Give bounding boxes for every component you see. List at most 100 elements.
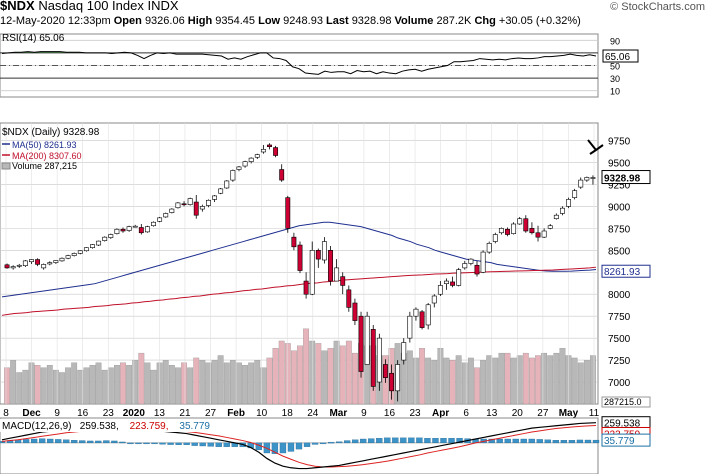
volume-bar [211,360,218,405]
low-label: Low [258,15,281,27]
candle-body [334,267,340,282]
macd-histogram-bar [159,442,166,445]
x-tick-label: 11 [589,408,600,419]
macd-histogram-bar [368,438,375,444]
macd-histogram-bar [528,438,535,444]
volume-bar [321,350,328,405]
candle-body [315,250,321,260]
candle-body [16,264,22,267]
candle-body [53,260,59,263]
volume-bar [461,362,468,405]
candle-body [444,280,449,284]
volume-bar [199,360,206,405]
candle-body [114,228,120,234]
candle-body [498,228,504,234]
price-tick-label: 9000 [608,202,631,213]
open-label: Open [113,15,142,27]
x-tick-label: 27 [537,408,549,419]
ma50-tag-value: 8261.93 [604,267,641,278]
volume-bar [175,367,181,405]
macd-histogram-bar [295,442,303,450]
exchange: INDX [147,0,179,13]
candle-body [389,372,394,392]
volume-label: Volume [394,15,434,27]
candle-body [590,177,596,179]
candle-body [535,232,541,238]
candle-body [163,213,169,218]
macd-histogram-bar [271,442,279,454]
volume-bar [406,350,413,405]
macd-legend-bg [0,419,270,432]
price-tick-label: 9750 [608,137,631,148]
candle-body [309,250,315,295]
candle-body [102,236,108,241]
volume-bar [10,360,17,405]
candle-body [523,218,529,232]
macd-histogram-bar [360,438,367,444]
macd-histogram-bar [22,439,30,444]
macd-histogram-bar [400,437,407,444]
last-price-value: 9328.98 [604,174,641,185]
volume-bar [89,365,96,405]
candle-body [511,223,517,234]
volume-bar [467,357,474,405]
volume-bar [16,372,23,405]
x-tick-label: Feb [227,408,245,419]
macd-histogram-bar [456,438,463,444]
macd-histogram-bar [143,442,150,445]
macd-histogram-bar [560,440,568,444]
price-tick-label: 8500 [608,246,631,257]
volume-bar [272,348,279,405]
volume-bar [413,357,419,405]
candle-body [138,227,144,234]
candle-body [144,226,150,233]
last-price-tag [601,170,651,185]
x-tick-label: 23 [103,408,115,419]
volume-bar [431,360,438,405]
macd-histogram-bar [568,440,576,444]
candle-body [273,147,279,156]
volume-bar [59,372,65,405]
candle-body [90,244,95,248]
candle-body [529,228,535,234]
volume-bar [266,357,273,405]
candle-body [517,218,523,225]
volume-bar [144,362,151,405]
candle-body [437,285,443,295]
macd-histogram-bar [175,442,182,445]
volume-bar [571,357,578,405]
volume-bar [333,340,340,405]
x-tick-label: 2020 [123,408,146,419]
candle-body [199,206,205,210]
macd-histogram-bar [30,438,38,444]
annotation-arrow [587,139,604,155]
candle-body [242,161,248,167]
macd-histogram-bar [576,439,584,444]
candle-body [474,264,480,275]
volume-bar [260,367,267,405]
rsi-tick-label: 30 [610,74,620,84]
volume-bar [284,343,291,405]
candle-body [77,250,83,254]
volume-bar [297,345,303,405]
candle-body [572,190,578,198]
volume-bar [498,352,505,405]
candle-body [297,244,303,271]
volume-bar [223,362,230,405]
x-tick-label: 16 [77,408,89,419]
candle-body [212,195,217,200]
candle-body [566,199,571,207]
candle-body [578,179,584,188]
volume-bar [474,367,480,405]
macd-histogram-bar [119,441,126,444]
volume-bar [126,365,133,405]
volume-bar [4,367,10,405]
candle-body [358,315,364,372]
candle-body [328,250,333,282]
volume-bar [590,355,596,405]
candle-body [59,257,65,262]
macd-histogram-bar [424,438,431,444]
macd-histogram-bar [512,438,519,444]
x-tick-label: 18 [282,408,294,419]
